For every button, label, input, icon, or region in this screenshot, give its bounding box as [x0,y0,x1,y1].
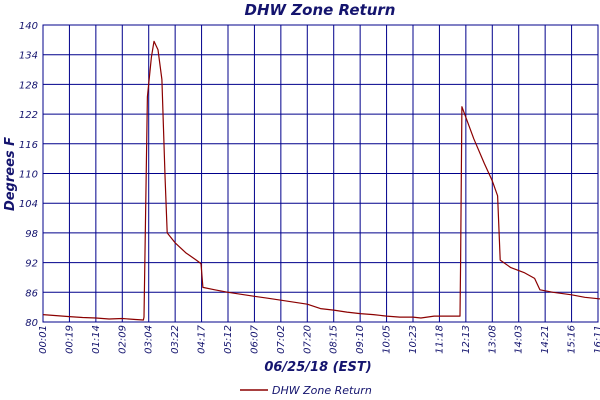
x-tick-label: 14:21 [540,325,551,354]
x-tick-label: 10:05 [382,325,393,354]
y-tick-label: 98 [25,229,38,240]
x-tick-label: 08:15 [329,325,340,354]
series-line [42,40,600,321]
x-tick-label: 04:17 [197,324,208,353]
y-tick-label: 134 [19,51,38,62]
y-tick-label: 104 [19,199,38,210]
x-tick-label: 00:19 [64,325,75,354]
x-tick-label: 13:08 [487,325,498,354]
x-tick-label: 01:14 [91,325,102,354]
x-tick-label: 03:22 [170,325,181,354]
legend-label: DHW Zone Return [272,384,372,397]
y-tick-label: 128 [19,80,38,91]
x-tick-label: 07:20 [302,325,313,354]
x-tick-label: 07:02 [276,325,287,354]
x-tick-label: 11:18 [434,325,445,354]
legend: DHW Zone Return [240,384,372,397]
x-tick-label: 00:01 [38,325,49,354]
x-axis-title: 06/25/18 (EST) [264,360,371,375]
x-tick-label: 15:16 [567,325,578,354]
x-tick-label: 06:07 [249,324,260,353]
y-tick-label: 140 [19,21,38,32]
y-tick-label: 80 [25,318,38,329]
y-tick-label: 92 [25,259,38,270]
x-tick-label: 02:09 [117,325,128,354]
x-tick-label: 16:11 [593,325,600,354]
y-tick-label: 110 [19,170,38,181]
y-axis-title: Degrees F [3,137,18,211]
x-tick-label: 10:23 [408,325,419,354]
y-tick-label: 116 [19,140,38,151]
x-tick-label: 12:13 [461,325,472,354]
x-tick-label: 14:03 [514,325,525,354]
y-tick-label: 122 [19,110,38,121]
x-tick-label: 09:10 [355,325,366,354]
series-lines [42,40,600,321]
x-tick-label: 05:12 [223,325,234,354]
chart-title: DHW Zone Return [245,1,396,19]
y-axis-ticks: 80 86 92 98 104 110 116 122 128 134 140 [19,21,38,329]
x-tick-label: 03:04 [144,325,155,354]
y-tick-label: 86 [25,288,38,299]
x-axis-ticks: 00:01 00:19 01:14 02:09 03:04 03:22 04:17 05:12… [38,324,600,353]
